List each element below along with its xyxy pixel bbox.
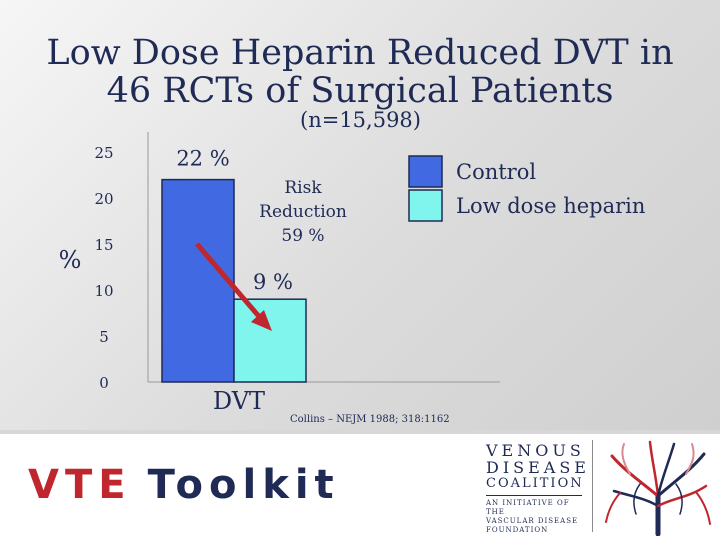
category-label-dvt: DVT <box>213 387 265 415</box>
legend-label-0: Control <box>456 160 536 184</box>
tree-twig <box>633 483 641 515</box>
tree-branch <box>610 454 660 498</box>
tree-twig <box>675 483 683 515</box>
logo-line1: VENOUS <box>486 441 585 460</box>
tree-branch <box>656 442 676 498</box>
bar-low-dose-heparin <box>233 298 307 383</box>
tree-twig <box>605 492 621 523</box>
y-tick-label: 0 <box>99 374 109 392</box>
slide-subtitle: (n=15,598) <box>300 108 421 132</box>
data-label-control: 22 % <box>176 147 229 171</box>
toolkit-vte: VTE <box>28 462 132 508</box>
tree-branch <box>648 440 660 498</box>
bar-control <box>161 178 235 383</box>
vte-toolkit-wordmark: VTE Toolkit <box>28 462 340 508</box>
logo-divider <box>592 440 593 532</box>
dvt-bar-chart: 0 5 10 15 20 25% 22 % 9 % DVT Collins – NEJM 1988… <box>59 132 645 425</box>
footer-band <box>0 430 720 544</box>
legend-label-1: Low dose heparin <box>456 194 645 218</box>
y-tick-label: 10 <box>94 282 113 300</box>
logo-tagline3: FOUNDATION <box>486 526 549 534</box>
logo-line2: DISEASE <box>486 458 590 477</box>
y-tick-label: 15 <box>94 236 113 254</box>
annotation-line3: 59 % <box>281 226 324 246</box>
logo-line3: COALITION <box>486 476 584 491</box>
tree-twig <box>621 443 631 475</box>
slide-background <box>0 0 720 430</box>
tree-twig <box>695 491 711 525</box>
citation-text: Collins – NEJM 1988; 318:1162 <box>290 414 450 425</box>
tree-branch <box>612 489 660 508</box>
y-tick-label: 25 <box>94 144 113 162</box>
y-axis-label: % <box>59 246 82 274</box>
annotation-line1: Risk <box>284 178 322 198</box>
annotation-line2: Reduction <box>259 202 347 222</box>
data-label-heparin: 9 % <box>253 270 293 294</box>
legend-swatch-1 <box>408 189 443 222</box>
logo-rule <box>486 495 582 496</box>
logo-tagline1: AN INITIATIVE of the <box>486 499 570 516</box>
vdc-logo-text: VENOUS DISEASE COALITION AN INITIATIVE o… <box>486 442 586 535</box>
risk-reduction-arrow <box>195 242 264 322</box>
legend-swatch-0 <box>408 155 443 188</box>
vein-tree-logo-icon <box>605 440 711 536</box>
tree-twig <box>685 443 695 475</box>
tree-branch <box>656 452 706 498</box>
logo-tagline2: VASCULAR DISEASE <box>486 517 579 525</box>
tree-branch <box>656 484 708 508</box>
arrow-head-icon <box>251 310 272 331</box>
toolkit-word: Toolkit <box>147 462 340 508</box>
slide-title-line2: 46 RCTs of Surgical Patients <box>106 71 614 111</box>
y-tick-label: 20 <box>94 190 113 208</box>
y-tick-label: 5 <box>99 328 109 346</box>
slide-title-line1: Low Dose Heparin Reduced DVT in <box>46 33 674 73</box>
